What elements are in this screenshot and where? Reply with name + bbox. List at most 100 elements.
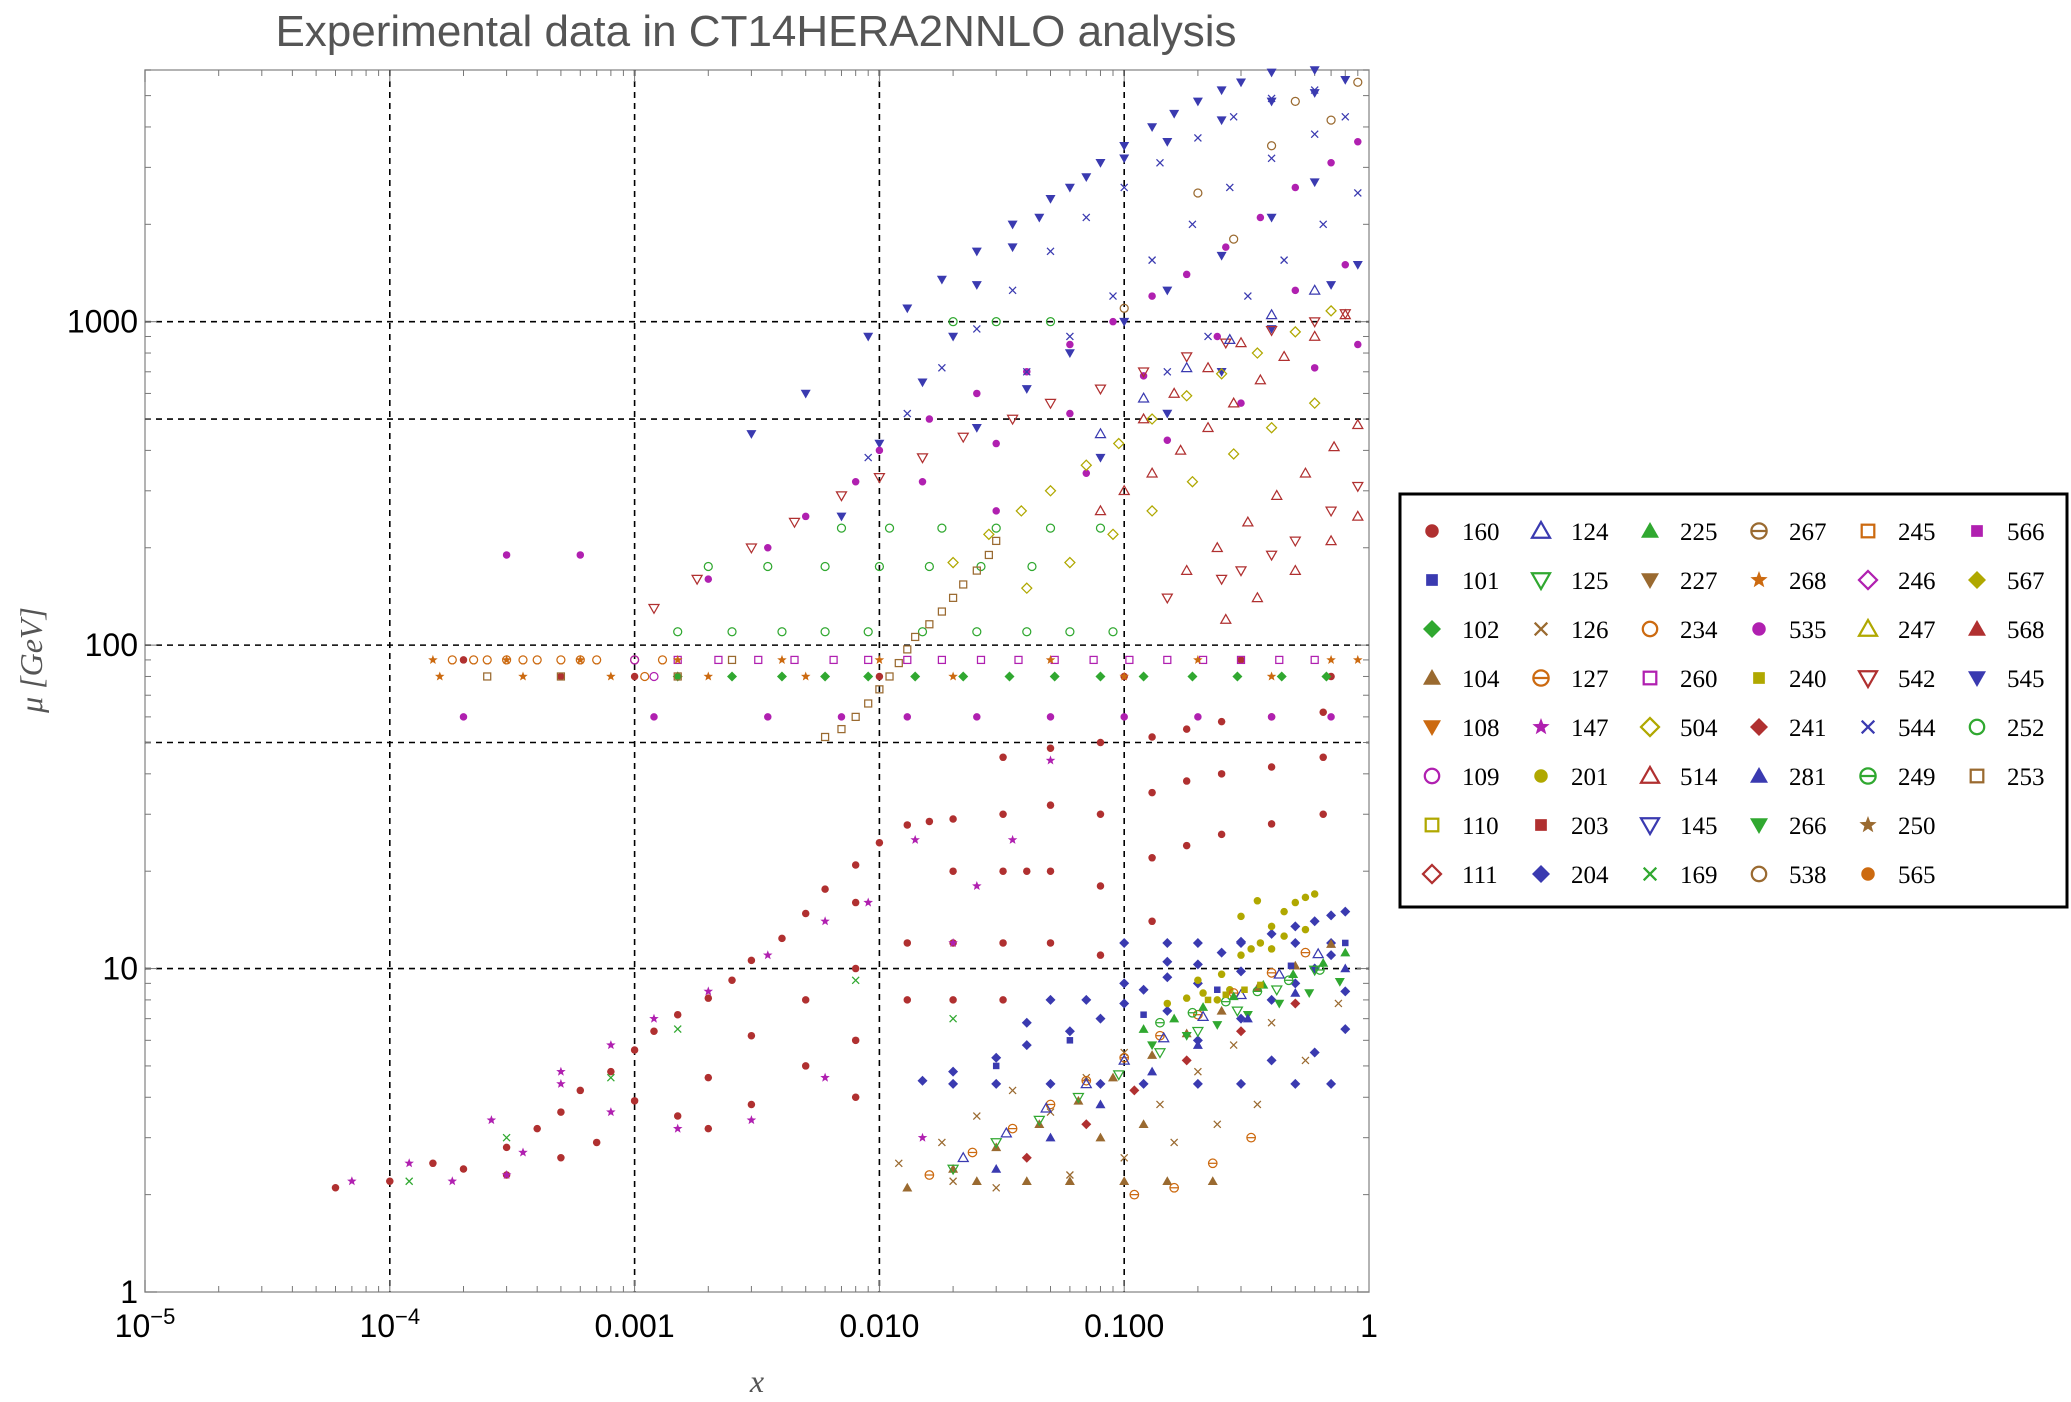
- data-point: [1192, 1040, 1203, 1049]
- data-point: [1215, 367, 1228, 380]
- data-point: [1168, 387, 1181, 398]
- data-point: [917, 1075, 928, 1086]
- data-point: [673, 627, 683, 637]
- legend-label: 110: [1462, 813, 1499, 840]
- legend-item-267: 267: [1750, 519, 1827, 546]
- data-point: [592, 655, 602, 665]
- data-point: [1309, 1047, 1320, 1058]
- data-point: [1327, 713, 1335, 721]
- data-point: [1146, 466, 1159, 478]
- data-point: [992, 1183, 1001, 1192]
- data-point: [1034, 213, 1045, 223]
- series-281: [991, 963, 1351, 1173]
- series-266: [1147, 978, 1345, 1051]
- data-point: [1008, 286, 1017, 295]
- legend-label: 249: [1898, 764, 1936, 791]
- data-point: [1182, 841, 1191, 850]
- legend-marker-icon: [1532, 718, 1550, 735]
- data-point: [924, 561, 934, 572]
- data-point: [672, 671, 683, 682]
- legend-label: 545: [2007, 666, 2045, 693]
- data-point: [447, 1176, 457, 1186]
- data-point: [1253, 1100, 1262, 1109]
- legend-item-127: 127: [1532, 666, 1609, 693]
- data-point: [1199, 989, 1207, 997]
- data-point: [1310, 86, 1319, 95]
- data-point: [728, 976, 736, 985]
- x-tick-label: 0.100: [1084, 1308, 1164, 1344]
- data-point: [984, 550, 993, 560]
- legend-label: 568: [2007, 617, 2045, 644]
- data-point: [1119, 937, 1130, 948]
- data-point: [992, 1062, 1000, 1070]
- data-point: [959, 580, 968, 589]
- data-point: [1301, 1056, 1310, 1065]
- data-point: [746, 430, 757, 439]
- legend-marker-icon: [1857, 670, 1879, 690]
- data-point: [502, 1143, 511, 1152]
- data-point: [1045, 654, 1056, 664]
- data-point: [1266, 97, 1277, 107]
- data-point: [1235, 937, 1246, 948]
- data-point: [903, 996, 912, 1004]
- legend-marker-icon: [1423, 620, 1441, 638]
- data-point: [1138, 1078, 1149, 1089]
- data-point: [1156, 1100, 1164, 1109]
- data-point: [991, 1164, 1002, 1173]
- data-point: [1289, 325, 1302, 338]
- data-point: [863, 332, 874, 342]
- data-point: [673, 654, 683, 664]
- data-point: [1256, 939, 1265, 947]
- data-point: [1137, 367, 1150, 379]
- legend-label: 253: [2007, 764, 2045, 791]
- data-point: [1319, 220, 1328, 229]
- data-point: [972, 324, 981, 333]
- data-point: [1163, 436, 1172, 444]
- data-point: [1194, 713, 1202, 721]
- legend-label: 225: [1680, 519, 1718, 546]
- series-268: [428, 654, 1363, 681]
- data-point: [606, 1040, 616, 1050]
- legend-label: 127: [1571, 666, 1609, 693]
- data-point: [1080, 459, 1093, 472]
- data-point: [1021, 385, 1032, 394]
- legend-label: 266: [1789, 813, 1827, 840]
- data-point: [1148, 917, 1156, 926]
- data-point: [647, 603, 661, 615]
- legend-label: 260: [1680, 666, 1718, 693]
- data-point: [1236, 655, 1246, 665]
- data-point: [1217, 717, 1226, 726]
- data-point: [1153, 1048, 1167, 1059]
- data-point: [991, 523, 1001, 533]
- series-204: [917, 906, 1351, 1089]
- data-point: [1340, 906, 1351, 917]
- data-point: [1193, 133, 1202, 142]
- legend-marker-icon: [1859, 767, 1877, 785]
- data-point: [501, 1170, 512, 1179]
- data-point: [1325, 534, 1338, 546]
- data-point: [1308, 330, 1321, 341]
- legend-marker-icon: [1752, 622, 1766, 636]
- data-point: [1082, 469, 1091, 477]
- legend-item-111: 111: [1421, 862, 1498, 889]
- data-point: [1120, 1048, 1129, 1057]
- data-point: [502, 551, 511, 559]
- data-point: [949, 1014, 958, 1023]
- data-point: [958, 671, 969, 682]
- data-point: [1095, 523, 1106, 533]
- data-point: [1266, 68, 1277, 78]
- data-point: [1254, 373, 1267, 385]
- legend-label: 201: [1571, 764, 1609, 791]
- y-axis-label: μ [GeV]: [13, 607, 49, 714]
- data-point: [1021, 1017, 1032, 1028]
- data-point: [606, 1073, 615, 1082]
- data-point: [1216, 368, 1227, 377]
- data-point: [1325, 304, 1337, 317]
- legend-marker-icon: [1423, 767, 1441, 785]
- data-point: [1290, 998, 1301, 1009]
- data-point: [1022, 627, 1032, 637]
- data-point: [1340, 963, 1351, 973]
- data-point: [864, 655, 873, 665]
- legend-marker-icon: [1753, 672, 1765, 684]
- data-point: [910, 834, 920, 844]
